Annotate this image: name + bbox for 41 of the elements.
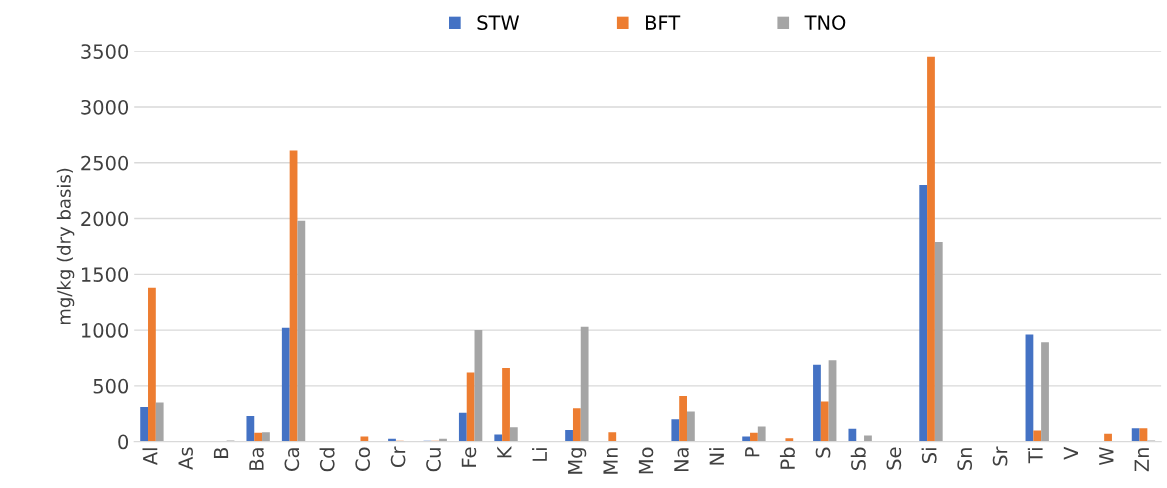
y-tick-label: 500 xyxy=(93,378,129,394)
x-tick-label: Ni xyxy=(709,448,724,465)
x-tick-label: Ba xyxy=(249,448,264,470)
y-tick-label: 1000 xyxy=(81,323,129,338)
x-tick-label: As xyxy=(178,447,193,470)
x-tick-label: Cd xyxy=(319,448,335,472)
x-tick-label: P xyxy=(745,447,760,457)
x-tick-label: B xyxy=(213,447,229,458)
x-tick-label: Ca xyxy=(284,448,300,471)
x-tick-label: Si xyxy=(921,448,937,463)
x-tick-label: Pb xyxy=(779,447,795,469)
x-tick-label: Co xyxy=(355,447,371,471)
x-tick-label: V xyxy=(1063,446,1078,460)
y-tick-label: 2500 xyxy=(81,155,129,171)
legend-label: BFT xyxy=(646,15,681,30)
x-tick-label: Mg xyxy=(568,448,587,474)
x-tick-label: Se xyxy=(886,447,902,470)
x-tick-label: Ti xyxy=(1027,448,1043,464)
legend-label: STW xyxy=(477,15,520,30)
y-tick-label: 3000 xyxy=(81,99,129,115)
x-tick-label: Sn xyxy=(957,448,973,470)
x-tick-label: S xyxy=(815,447,831,458)
y-tick-label: 2000 xyxy=(81,211,129,227)
x-tick-label: Li xyxy=(532,448,547,461)
y-tick-label: 0 xyxy=(118,434,129,450)
x-tick-label: Sr xyxy=(992,446,1008,466)
x-tick-label: K xyxy=(497,446,512,458)
x-tick-label: Mn xyxy=(603,448,618,474)
x-tick-label: Sb xyxy=(850,447,866,470)
legend-label: TNO xyxy=(804,15,846,30)
x-tick-label: Cr xyxy=(390,446,406,467)
x-tick-label: Mo xyxy=(638,447,654,474)
x-tick-label: Na xyxy=(674,448,689,472)
x-tick-label: Al xyxy=(142,448,158,466)
x-tick-label: Zn xyxy=(1134,448,1149,472)
x-tick-label: W xyxy=(1099,447,1114,466)
y-tick-label: 3500 xyxy=(81,44,129,59)
y-axis-title: mg/kg (dry basis) xyxy=(56,168,75,325)
x-tick-label: Cu xyxy=(426,448,441,472)
y-tick-label: 1500 xyxy=(81,267,129,282)
x-tick-label: Fe xyxy=(461,447,477,467)
